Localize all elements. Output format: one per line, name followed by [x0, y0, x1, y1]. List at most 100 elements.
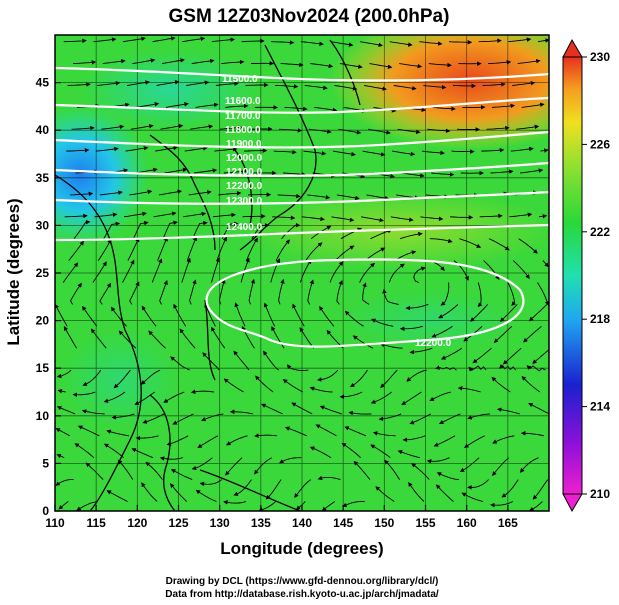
streamline [409, 413, 432, 425]
streamline [283, 172, 307, 177]
streamline [243, 148, 268, 153]
streamline [341, 442, 361, 459]
streamline [215, 81, 239, 86]
streamline [336, 279, 343, 305]
streamline [461, 492, 484, 502]
x-tick-label: 135 [251, 516, 271, 530]
streamline [97, 238, 112, 261]
streamline [76, 501, 98, 511]
streamline [399, 231, 423, 240]
streamline [384, 459, 400, 480]
streamline [190, 389, 214, 394]
streamline [516, 124, 540, 130]
contour-label: 12200.0 [415, 338, 452, 349]
streamline [74, 443, 95, 459]
streamline [258, 501, 276, 511]
streamline [372, 431, 396, 437]
streamline [225, 103, 249, 109]
streamline [63, 38, 87, 44]
streamline [141, 482, 158, 502]
streamline [379, 342, 403, 349]
streamline [537, 282, 549, 306]
streamline [190, 124, 214, 130]
streamline [279, 457, 302, 464]
streamline [85, 462, 104, 480]
streamline [512, 260, 530, 280]
colorbar-scale [562, 56, 583, 495]
streamline [380, 369, 398, 389]
contour-label: 12300.0 [226, 196, 263, 207]
colorbar-bottom-arrow [562, 493, 583, 513]
streamline [110, 306, 127, 327]
streamline [117, 459, 134, 480]
streamline [73, 60, 97, 65]
streamline [103, 221, 121, 239]
streamline [134, 391, 155, 405]
streamline [254, 433, 278, 438]
streamline [428, 62, 452, 68]
streamline [57, 388, 66, 394]
streamline [82, 305, 98, 327]
streamline [56, 369, 72, 379]
streamline [542, 260, 549, 268]
streamline [202, 352, 220, 371]
streamline [111, 413, 135, 420]
streamline [375, 486, 395, 502]
streamline [153, 211, 177, 218]
streamline [129, 189, 153, 196]
streamline [540, 148, 549, 153]
streamline [335, 245, 355, 261]
streamline [378, 413, 402, 422]
x-tick-label: 145 [333, 516, 353, 530]
streamline [459, 238, 482, 248]
streamline [370, 391, 392, 404]
streamline [66, 148, 90, 153]
y-tick-label: 0 [42, 504, 49, 518]
streamline [382, 288, 399, 305]
x-tick-label: 125 [168, 516, 188, 530]
streamline [332, 150, 356, 157]
streamline [309, 446, 332, 459]
streamline [479, 213, 503, 219]
streamline [102, 58, 126, 65]
streamline [201, 413, 224, 422]
streamline [161, 58, 185, 65]
streamline [532, 479, 549, 500]
streamline [518, 238, 538, 254]
streamline [157, 236, 168, 261]
streamline [352, 335, 374, 349]
streamline [70, 191, 94, 197]
streamline [490, 501, 513, 508]
streamline [282, 378, 304, 393]
streamline [408, 481, 425, 502]
streamline [481, 147, 505, 153]
streamline [64, 213, 88, 219]
streamline [399, 63, 423, 69]
streamline [275, 239, 290, 261]
streamline [141, 305, 157, 327]
y-tick-label: 20 [36, 314, 50, 328]
streamline [63, 326, 77, 349]
streamline [451, 149, 475, 154]
streamline [491, 103, 516, 109]
streamline [211, 37, 235, 43]
streamline [512, 80, 536, 86]
streamline [307, 194, 331, 200]
streamline [226, 435, 248, 446]
streamline [353, 460, 371, 480]
streamline [69, 282, 82, 305]
streamline [497, 407, 520, 415]
streamline [77, 425, 100, 437]
streamline [349, 369, 368, 388]
streamline [499, 304, 518, 323]
streamline [367, 128, 391, 135]
streamline [488, 238, 510, 251]
streamline [233, 350, 250, 371]
streamline [106, 490, 128, 502]
streamline [339, 63, 363, 69]
streamline [339, 391, 363, 399]
streamline [360, 41, 383, 48]
streamline [99, 190, 123, 196]
streamline [309, 386, 333, 393]
x-tick-label: 140 [292, 516, 312, 530]
